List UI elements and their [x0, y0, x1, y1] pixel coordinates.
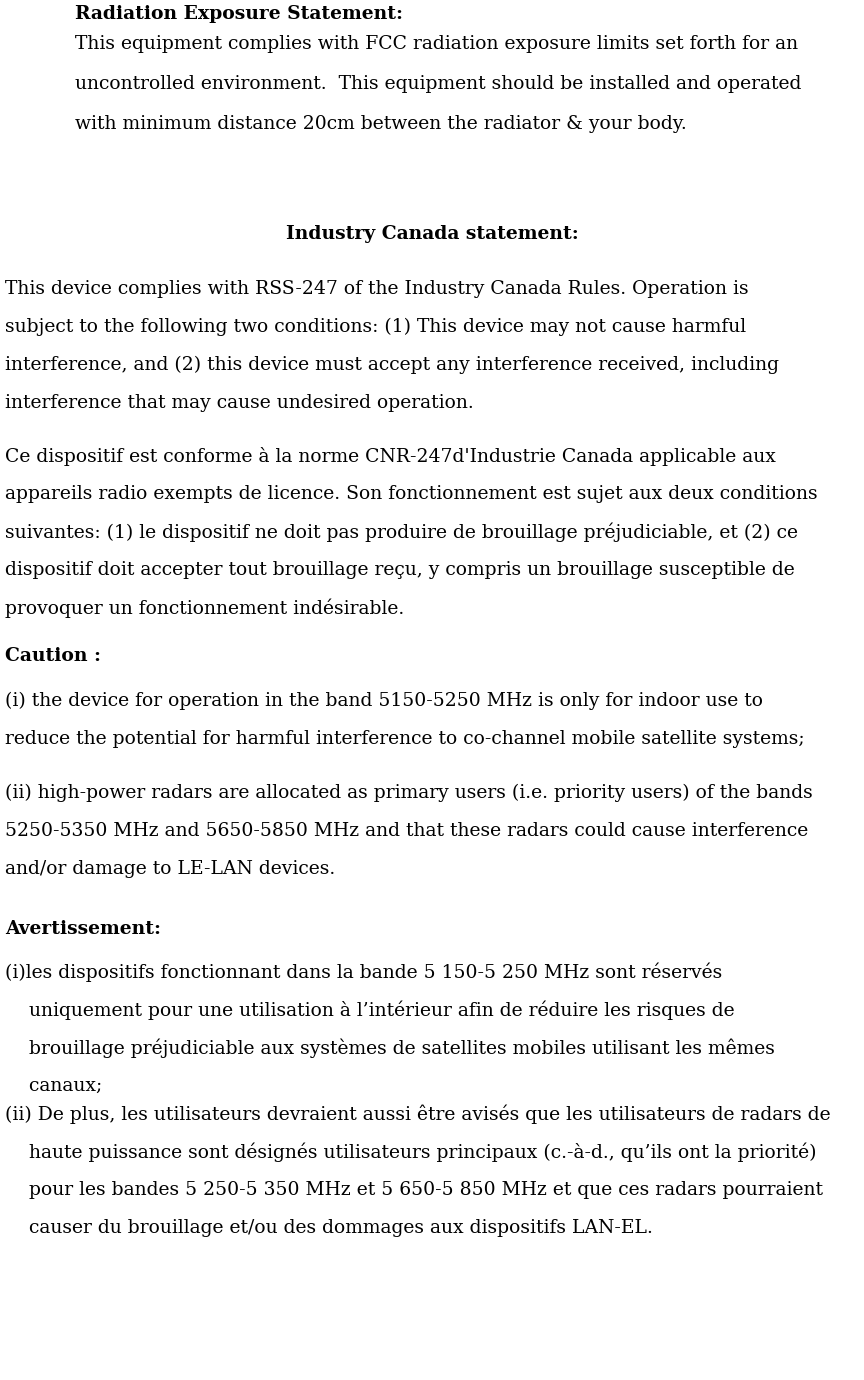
Text: (ii) high-power radars are allocated as primary users (i.e. priority users) of t: (ii) high-power radars are allocated as …: [5, 784, 813, 802]
Text: This device complies with RSS-247 of the Industry Canada Rules. Operation is: This device complies with RSS-247 of the…: [5, 280, 748, 298]
Text: haute puissance sont désignés utilisateurs principaux (c.-à-d., qu’ils ont la pr: haute puissance sont désignés utilisateu…: [5, 1143, 816, 1162]
Text: with minimum distance 20cm between the radiator & your body.: with minimum distance 20cm between the r…: [75, 115, 687, 132]
Text: appareils radio exempts de licence. Son fonctionnement est sujet aux deux condit: appareils radio exempts de licence. Son …: [5, 484, 817, 502]
Text: suivantes: (1) le dispositif ne doit pas produire de brouillage préjudiciable, e: suivantes: (1) le dispositif ne doit pas…: [5, 523, 798, 542]
Text: uniquement pour une utilisation à l’intérieur afin de réduire les risques de: uniquement pour une utilisation à l’inté…: [5, 1000, 734, 1020]
Text: 5250-5350 MHz and 5650-5850 MHz and that these radars could cause interference: 5250-5350 MHz and 5650-5850 MHz and that…: [5, 822, 808, 840]
Text: (i) the device for operation in the band 5150-5250 MHz is only for indoor use to: (i) the device for operation in the band…: [5, 691, 763, 711]
Text: interference, and (2) this device must accept any interference received, includi: interference, and (2) this device must a…: [5, 356, 779, 374]
Text: brouillage préjudiciable aux systèmes de satellites mobiles utilisant les mêmes: brouillage préjudiciable aux systèmes de…: [5, 1039, 775, 1058]
Text: This equipment complies with FCC radiation exposure limits set forth for an: This equipment complies with FCC radiati…: [75, 34, 798, 52]
Text: Industry Canada statement:: Industry Canada statement:: [286, 225, 578, 243]
Text: and/or damage to LE-LAN devices.: and/or damage to LE-LAN devices.: [5, 860, 335, 878]
Text: (ii) De plus, les utilisateurs devraient aussi être avisés que les utilisateurs : (ii) De plus, les utilisateurs devraient…: [5, 1105, 830, 1125]
Text: reduce the potential for harmful interference to co-channel mobile satellite sys: reduce the potential for harmful interfe…: [5, 730, 804, 748]
Text: Ce dispositif est conforme à la norme CNR-247d'Industrie Canada applicable aux: Ce dispositif est conforme à la norme CN…: [5, 447, 776, 466]
Text: canaux;: canaux;: [5, 1076, 102, 1094]
Text: Radiation Exposure Statement:: Radiation Exposure Statement:: [75, 6, 403, 23]
Text: causer du brouillage et/ou des dommages aux dispositifs LAN-EL.: causer du brouillage et/ou des dommages …: [5, 1219, 653, 1236]
Text: subject to the following two conditions: (1) This device may not cause harmful: subject to the following two conditions:…: [5, 317, 746, 337]
Text: interference that may cause undesired operation.: interference that may cause undesired op…: [5, 395, 473, 413]
Text: Avertissement:: Avertissement:: [5, 920, 161, 938]
Text: pour les bandes 5 250-5 350 MHz et 5 650-5 850 MHz et que ces radars pourraient: pour les bandes 5 250-5 350 MHz et 5 650…: [5, 1181, 823, 1199]
Text: (i)les dispositifs fonctionnant dans la bande 5 150-5 250 MHz sont réservés: (i)les dispositifs fonctionnant dans la …: [5, 963, 722, 983]
Text: dispositif doit accepter tout brouillage reçu, y compris un brouillage susceptib: dispositif doit accepter tout brouillage…: [5, 562, 795, 580]
Text: Caution :: Caution :: [5, 647, 101, 665]
Text: provoquer un fonctionnement indésirable.: provoquer un fonctionnement indésirable.: [5, 599, 404, 618]
Text: uncontrolled environment.  This equipment should be installed and operated: uncontrolled environment. This equipment…: [75, 75, 802, 92]
